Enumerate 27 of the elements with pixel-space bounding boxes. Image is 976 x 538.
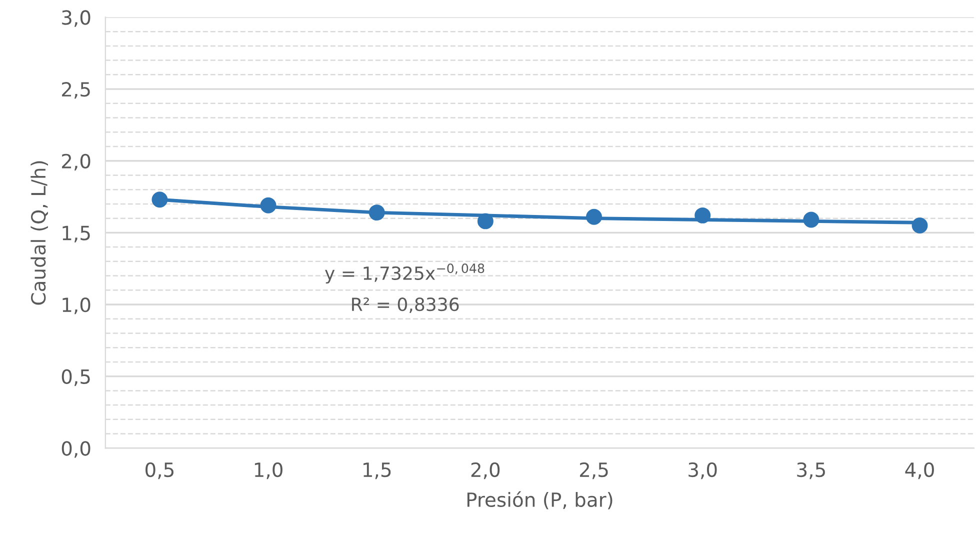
point [260, 197, 276, 214]
x-tick-label: 3,0 [688, 462, 717, 480]
point [694, 207, 711, 224]
annotation: R² = 0,8336 [352, 298, 459, 314]
y-tick-label: 1,5 [62, 226, 90, 242]
x-tick-label: 4,0 [905, 462, 934, 480]
x-axis-title: Presión (P, bar) [467, 491, 612, 510]
x-tick-label: 2,5 [580, 462, 608, 480]
y-tick-label: 1,0 [62, 297, 90, 314]
point [368, 204, 385, 221]
point [803, 212, 820, 228]
y-tick-label: 0,5 [62, 369, 90, 386]
point [586, 208, 602, 225]
y-tick-label: 0,0 [62, 441, 90, 458]
x-tick-label: 1,5 [364, 462, 391, 480]
y-tick-label: 2,5 [62, 82, 90, 99]
x-tick-label: 3,5 [797, 462, 825, 480]
x-tick-label: 2,0 [471, 462, 500, 480]
x-tick-label: 0,5 [146, 462, 174, 480]
point [477, 213, 494, 230]
y-axis-title: Caudal (Q, L/h) [30, 161, 48, 305]
point [152, 192, 168, 208]
point [912, 218, 928, 234]
x-tick-label: 1,0 [254, 462, 282, 480]
y-tick-label: 3,0 [62, 10, 90, 27]
annotation: y = 1,7325x$^{−0,048}$ [325, 264, 484, 284]
y-tick-label: 2,0 [62, 154, 90, 171]
